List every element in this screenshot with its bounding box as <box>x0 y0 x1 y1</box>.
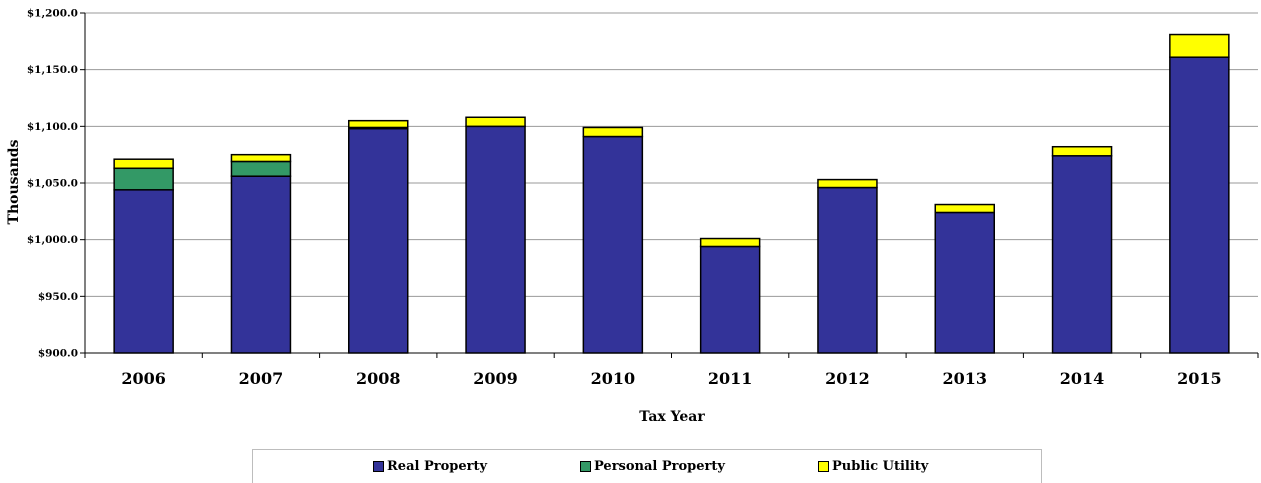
x-tick-label: 2010 <box>591 369 636 388</box>
bar-real-property-2011 <box>699 245 761 354</box>
y-tick-label: $900.0 <box>38 348 78 360</box>
x-tick-label: 2011 <box>708 369 753 388</box>
x-tick-label: 2013 <box>942 369 987 388</box>
bar-personal-property-2007 <box>230 160 292 177</box>
x-tick-label: 2009 <box>473 369 518 388</box>
bar-real-property-2013 <box>934 211 995 354</box>
x-tick-label: 2014 <box>1060 369 1105 388</box>
y-tick-label: $1,200.0 <box>27 8 78 20</box>
legend-label-public-utility: Public Utility <box>832 459 929 474</box>
legend-swatch-personal-property <box>580 461 591 472</box>
bar-real-property-2009 <box>465 125 526 354</box>
bar-public-utility-2012 <box>817 178 878 189</box>
x-tick-label: 2012 <box>825 369 870 388</box>
legend: Real Property Personal Property Public U… <box>252 449 1042 483</box>
legend-swatch-real-property <box>373 461 384 472</box>
bar-public-utility-2009 <box>465 116 526 128</box>
bar-real-property-2015 <box>1169 56 1230 354</box>
bar-public-utility-2011 <box>699 237 761 248</box>
x-tick-label: 2006 <box>121 369 166 388</box>
bar-public-utility-2007 <box>230 153 292 163</box>
y-tick-label: $1,150.0 <box>27 64 78 76</box>
legend-item-public-utility: Public Utility <box>818 459 928 474</box>
bar-public-utility-2013 <box>934 203 995 214</box>
bar-real-property-2008 <box>348 127 409 354</box>
bar-public-utility-2014 <box>1051 145 1113 157</box>
bar-real-property-2012 <box>817 186 878 354</box>
x-axis-ticks: 2006 2007 2008 2009 2010 2011 2012 2013 2014 2015 <box>84 353 1259 388</box>
y-tick-label: $1,000.0 <box>27 234 78 246</box>
legend-label-real-property: Real Property <box>387 459 488 474</box>
stacked-bar-chart: $900.0 $950.0 $1,000.0 $1,050.0 $1,100.0 $1,1… <box>6 8 1259 425</box>
y-tick-label: $1,050.0 <box>27 178 78 190</box>
bar-public-utility-2010 <box>582 126 644 138</box>
y-tick-label: $950.0 <box>38 291 78 303</box>
bar-public-utility-2006 <box>113 158 174 170</box>
bar-public-utility-2015 <box>1169 33 1230 58</box>
bars <box>113 33 1230 354</box>
y-axis-ticks: $900.0 $950.0 $1,000.0 $1,050.0 $1,100.0 $1,1… <box>27 8 85 360</box>
x-tick-label: 2007 <box>239 369 284 388</box>
bar-public-utility-2008 <box>348 119 409 129</box>
bar-personal-property-2006 <box>113 167 174 191</box>
bar-real-property-2010 <box>582 135 644 354</box>
x-tick-label: 2008 <box>356 369 401 388</box>
legend-label-personal-property: Personal Property <box>594 459 725 474</box>
bar-real-property-2007 <box>230 175 292 354</box>
y-tick-label: $1,100.0 <box>27 121 78 133</box>
y-axis-title: Thousands <box>6 139 22 224</box>
legend-item-real-property: Real Property <box>373 459 487 474</box>
x-tick-label: 2015 <box>1177 369 1222 388</box>
bar-real-property-2006 <box>113 189 174 354</box>
bar-real-property-2014 <box>1051 155 1113 354</box>
x-axis-title: Tax Year <box>639 409 705 425</box>
legend-item-personal-property: Personal Property <box>580 459 725 474</box>
legend-swatch-public-utility <box>818 461 829 472</box>
